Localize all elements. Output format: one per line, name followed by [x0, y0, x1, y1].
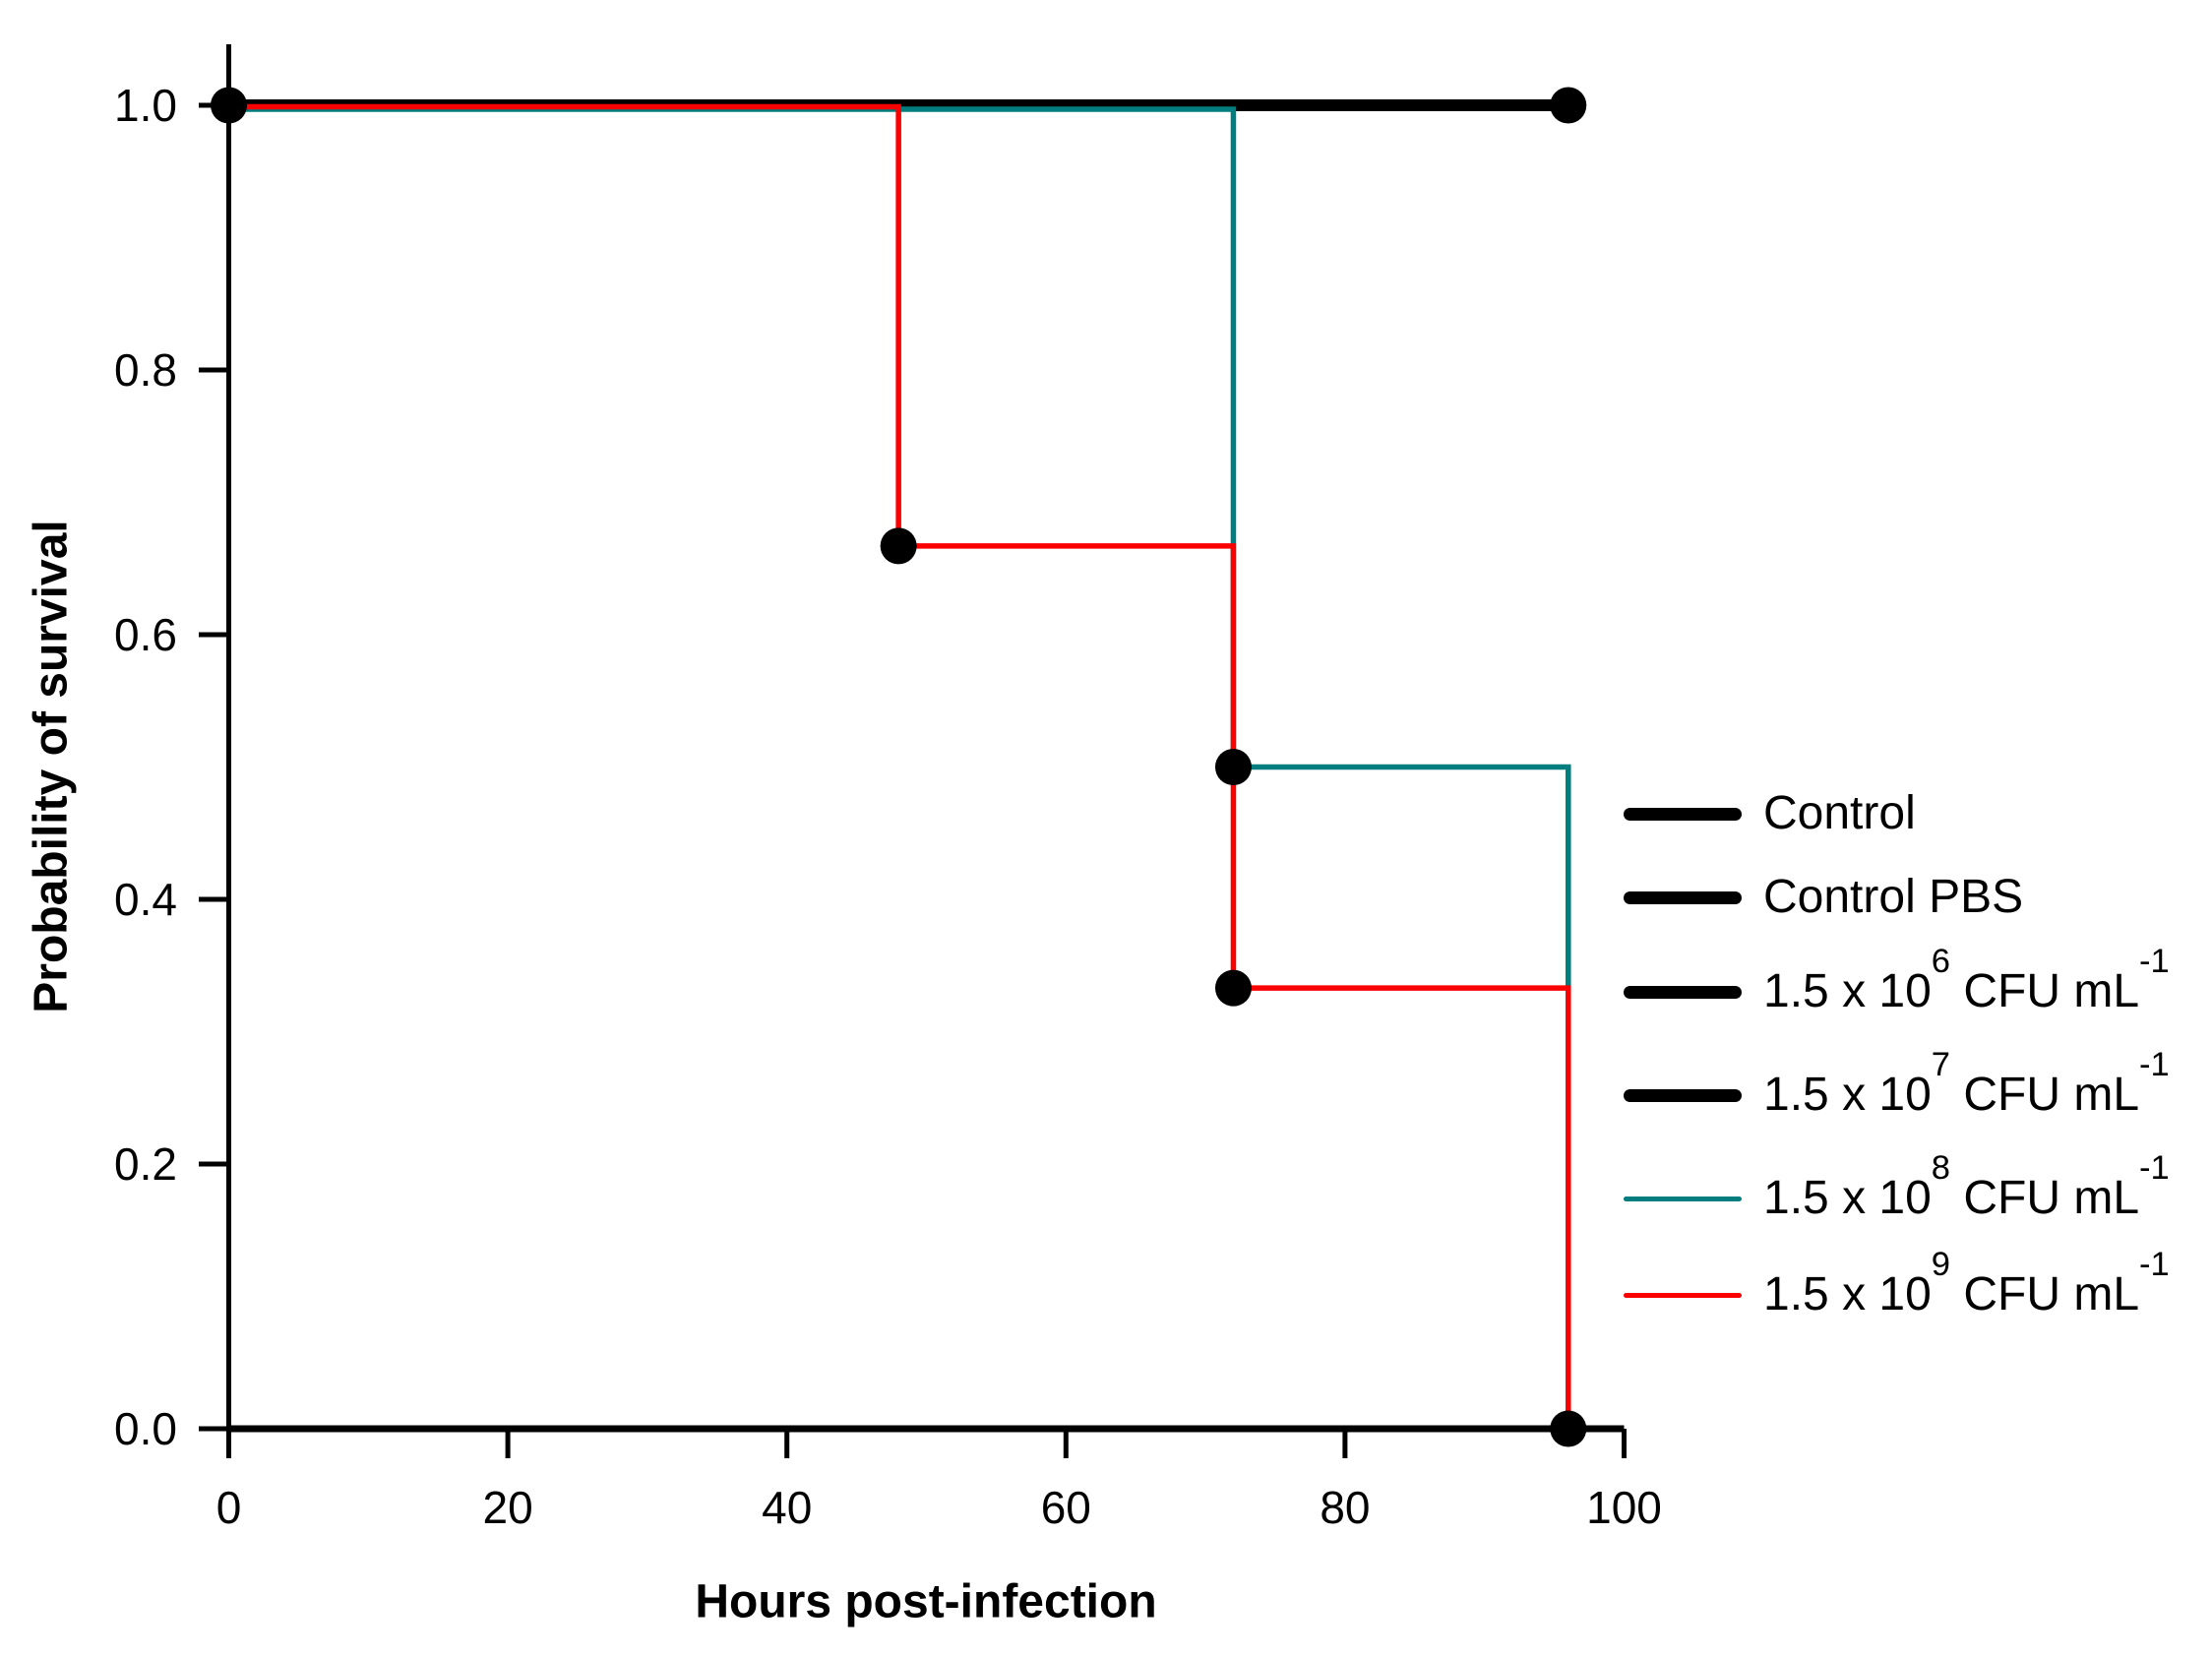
x-tick-label: 80 — [1320, 1482, 1370, 1533]
data-point-marker — [880, 527, 917, 565]
x-tick-label: 20 — [483, 1482, 533, 1533]
data-point-marker — [1550, 1410, 1587, 1447]
series-path-5 — [228, 103, 1571, 1429]
data-point-marker — [211, 87, 247, 124]
y-axis-title: Probability of survival — [25, 520, 78, 1013]
data-point-marker — [1214, 969, 1252, 1007]
y-tick-label: 0.4 — [114, 874, 177, 925]
x-tick-label: 60 — [1041, 1482, 1091, 1533]
y-tick-label: 1.0 — [114, 80, 177, 131]
y-tick-label: 0.8 — [114, 344, 177, 396]
x-tick-label: 0 — [216, 1482, 242, 1533]
x-tick-label: 40 — [762, 1482, 812, 1533]
y-tick-label: 0.0 — [114, 1403, 177, 1454]
data-point-marker — [1214, 749, 1252, 785]
data-point-marker — [1550, 87, 1587, 124]
y-tick-label: 0.2 — [114, 1138, 177, 1190]
x-axis-title: Hours post-infection — [695, 1575, 1157, 1628]
x-tick-label: 100 — [1586, 1482, 1662, 1533]
y-tick-label: 0.6 — [114, 609, 177, 660]
